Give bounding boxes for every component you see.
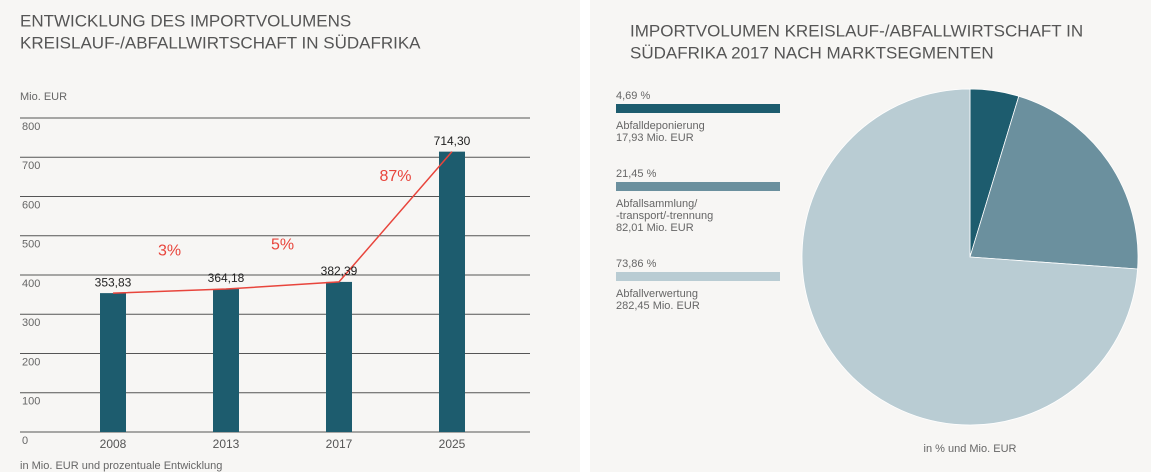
legend-amount: 82,01 Mio. EUR [616, 222, 694, 234]
legend-swatch [616, 182, 780, 191]
note: in Mio. EUR und prozentuale Entwicklung [20, 460, 222, 472]
growth-label: 87% [379, 168, 411, 185]
y-tick-label: 600 [22, 199, 40, 211]
x-tick-label: 2017 [326, 437, 353, 451]
pie-slice [969, 95, 1139, 270]
bar [439, 151, 465, 432]
chart-title: KREISLAUF-/ABFALLWIRTSCHAFT IN SÜDAFRIKA [20, 33, 421, 52]
note: in % und Mio. EUR [924, 443, 1017, 455]
y-tick-label: 400 [22, 278, 40, 290]
value-label: 382,39 [321, 264, 358, 278]
legend-name: -transport/-trennung [616, 210, 713, 222]
chart-title: ENTWICKLUNG DES IMPORTVOLUMENS [20, 11, 351, 30]
growth-label: 3% [158, 242, 181, 259]
bar [326, 281, 352, 432]
legend-name: Abfallsammlung/ [616, 198, 698, 210]
value-label: 353,83 [95, 275, 132, 289]
y-tick-label: 500 [22, 239, 40, 251]
growth-label: 5% [271, 237, 294, 254]
x-tick-label: 2013 [213, 437, 240, 451]
value-label: 714,30 [434, 134, 471, 148]
chart-title: SÜDAFRIKA 2017 NACH MARKTSEGMENTEN [630, 43, 994, 62]
y-tick-label: 200 [22, 356, 40, 368]
legend-swatch [616, 104, 780, 113]
legend-swatch [616, 272, 780, 281]
legend-amount: 17,93 Mio. EUR [616, 132, 694, 144]
y-tick-label: 700 [22, 160, 40, 172]
chart-title: IMPORTVOLUMEN KREISLAUF-/ABFALLWIRTSCHAF… [630, 21, 1083, 40]
legend-percent: 73,86 % [616, 258, 657, 270]
y-axis-label: Mio. EUR [20, 91, 67, 103]
y-tick-label: 0 [22, 435, 28, 447]
y-tick-label: 300 [22, 317, 40, 329]
legend-name: Abfalldeponierung [616, 120, 705, 132]
legend-name: Abfallverwertung [616, 288, 698, 300]
bar [213, 289, 239, 432]
legend-amount: 282,45 Mio. EUR [616, 300, 700, 312]
bar [100, 293, 126, 432]
value-label: 364,18 [208, 271, 245, 285]
x-tick-label: 2025 [439, 437, 466, 451]
legend-percent: 4,69 % [616, 90, 650, 102]
legend-percent: 21,45 % [616, 168, 657, 180]
growth-line [112, 151, 453, 294]
x-tick-label: 2008 [100, 437, 127, 451]
y-tick-label: 800 [22, 121, 40, 133]
y-tick-label: 100 [22, 396, 40, 408]
pie-slice [801, 88, 1138, 426]
